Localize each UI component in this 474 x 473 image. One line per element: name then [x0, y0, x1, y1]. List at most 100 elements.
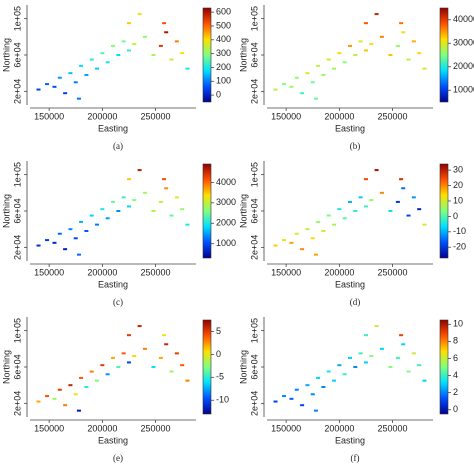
- colorbar-tick-label: -10: [216, 395, 229, 405]
- point: [399, 22, 404, 25]
- point: [137, 13, 142, 16]
- point: [300, 404, 305, 407]
- y-tick-label: 6e+04: [249, 354, 259, 379]
- colorbar-tick-label: 0: [453, 211, 458, 221]
- point: [388, 210, 393, 212]
- point: [321, 74, 326, 76]
- point: [126, 22, 131, 25]
- point: [36, 88, 41, 91]
- point: [422, 67, 427, 70]
- caption: (e): [113, 453, 123, 463]
- point: [185, 223, 190, 226]
- point: [126, 361, 131, 364]
- colorbar-tick-label: -5: [216, 372, 224, 382]
- y-tick-label: 6e+04: [12, 198, 22, 223]
- colorbar-tick-label: 20: [453, 180, 463, 190]
- point: [332, 379, 337, 382]
- point: [374, 13, 379, 16]
- point: [411, 196, 416, 199]
- colorbar-tick-label: 600: [216, 7, 231, 17]
- point: [126, 205, 131, 208]
- point: [95, 67, 100, 70]
- point: [45, 395, 50, 398]
- y-tick-label: 2e+04: [249, 391, 259, 416]
- colorbar-tick-label: 200: [216, 62, 231, 72]
- point: [174, 352, 179, 355]
- point: [388, 54, 393, 56]
- y-tick-label: 2e+04: [249, 235, 259, 260]
- point: [100, 52, 105, 55]
- point: [126, 49, 131, 52]
- point: [180, 364, 185, 367]
- x-tick-label: 150000: [271, 111, 301, 121]
- point: [395, 44, 400, 47]
- colorbar-tick-label: 400: [216, 34, 231, 44]
- colorbar: [439, 7, 449, 103]
- point: [316, 220, 321, 223]
- panel: 150000 200000 250000 2e+04 6e+04 1e+05 Easting…: [1, 5, 231, 151]
- point: [332, 67, 337, 70]
- point: [282, 239, 287, 242]
- caption: (a): [113, 141, 123, 151]
- x-tick-label: 200000: [324, 111, 354, 121]
- y-tick-label: 6e+04: [12, 42, 22, 67]
- point: [342, 217, 347, 220]
- colorbar: [202, 319, 212, 415]
- point: [100, 364, 105, 367]
- x-tick-label: 250000: [141, 111, 171, 121]
- point: [321, 230, 326, 232]
- point: [348, 200, 352, 203]
- point: [422, 379, 427, 382]
- point: [73, 81, 78, 84]
- x-tick-label: 150000: [34, 267, 64, 277]
- colorbar-tick-label: 6: [453, 353, 458, 363]
- colorbar-tick-label: 4: [453, 370, 458, 380]
- point: [95, 379, 100, 382]
- point: [326, 214, 331, 217]
- colorbar-tick-label: 40000: [453, 14, 474, 24]
- colorbar-tick-label: 10: [453, 319, 463, 329]
- point: [121, 40, 126, 43]
- point: [158, 44, 163, 47]
- point: [363, 178, 368, 181]
- x-tick-label: 150000: [34, 423, 64, 433]
- point: [63, 248, 68, 251]
- point: [363, 334, 368, 337]
- point: [132, 355, 137, 358]
- point: [151, 210, 156, 212]
- point: [174, 196, 179, 199]
- point: [169, 214, 174, 217]
- x-tick-label: 200000: [324, 423, 354, 433]
- point: [363, 49, 368, 52]
- point: [294, 388, 299, 391]
- point: [358, 40, 363, 43]
- point: [111, 356, 115, 359]
- point: [422, 223, 427, 226]
- x-tick-label: 150000: [271, 423, 301, 433]
- y-axis-label: Northing: [1, 38, 11, 72]
- colorbar-tick-label: 1000: [216, 238, 236, 248]
- point: [76, 97, 81, 100]
- x-tick-label: 150000: [271, 267, 301, 277]
- colorbar: [202, 7, 212, 103]
- x-axis-label: Easting: [335, 123, 365, 133]
- x-tick-label: 250000: [141, 423, 171, 433]
- point: [313, 97, 318, 100]
- point: [406, 58, 411, 61]
- point: [374, 325, 379, 328]
- colorbar-tick-label: 30: [453, 165, 463, 175]
- point: [89, 370, 94, 373]
- point: [162, 22, 167, 25]
- point: [76, 253, 81, 256]
- colorbar: [439, 319, 449, 415]
- y-tick-label: 2e+04: [249, 79, 259, 104]
- point: [310, 81, 315, 84]
- x-tick-label: 200000: [87, 423, 117, 433]
- point: [358, 352, 363, 355]
- point: [369, 355, 374, 358]
- point: [369, 43, 374, 46]
- point: [169, 370, 174, 373]
- point: [164, 187, 169, 190]
- point: [401, 187, 406, 190]
- caption: (d): [350, 297, 361, 307]
